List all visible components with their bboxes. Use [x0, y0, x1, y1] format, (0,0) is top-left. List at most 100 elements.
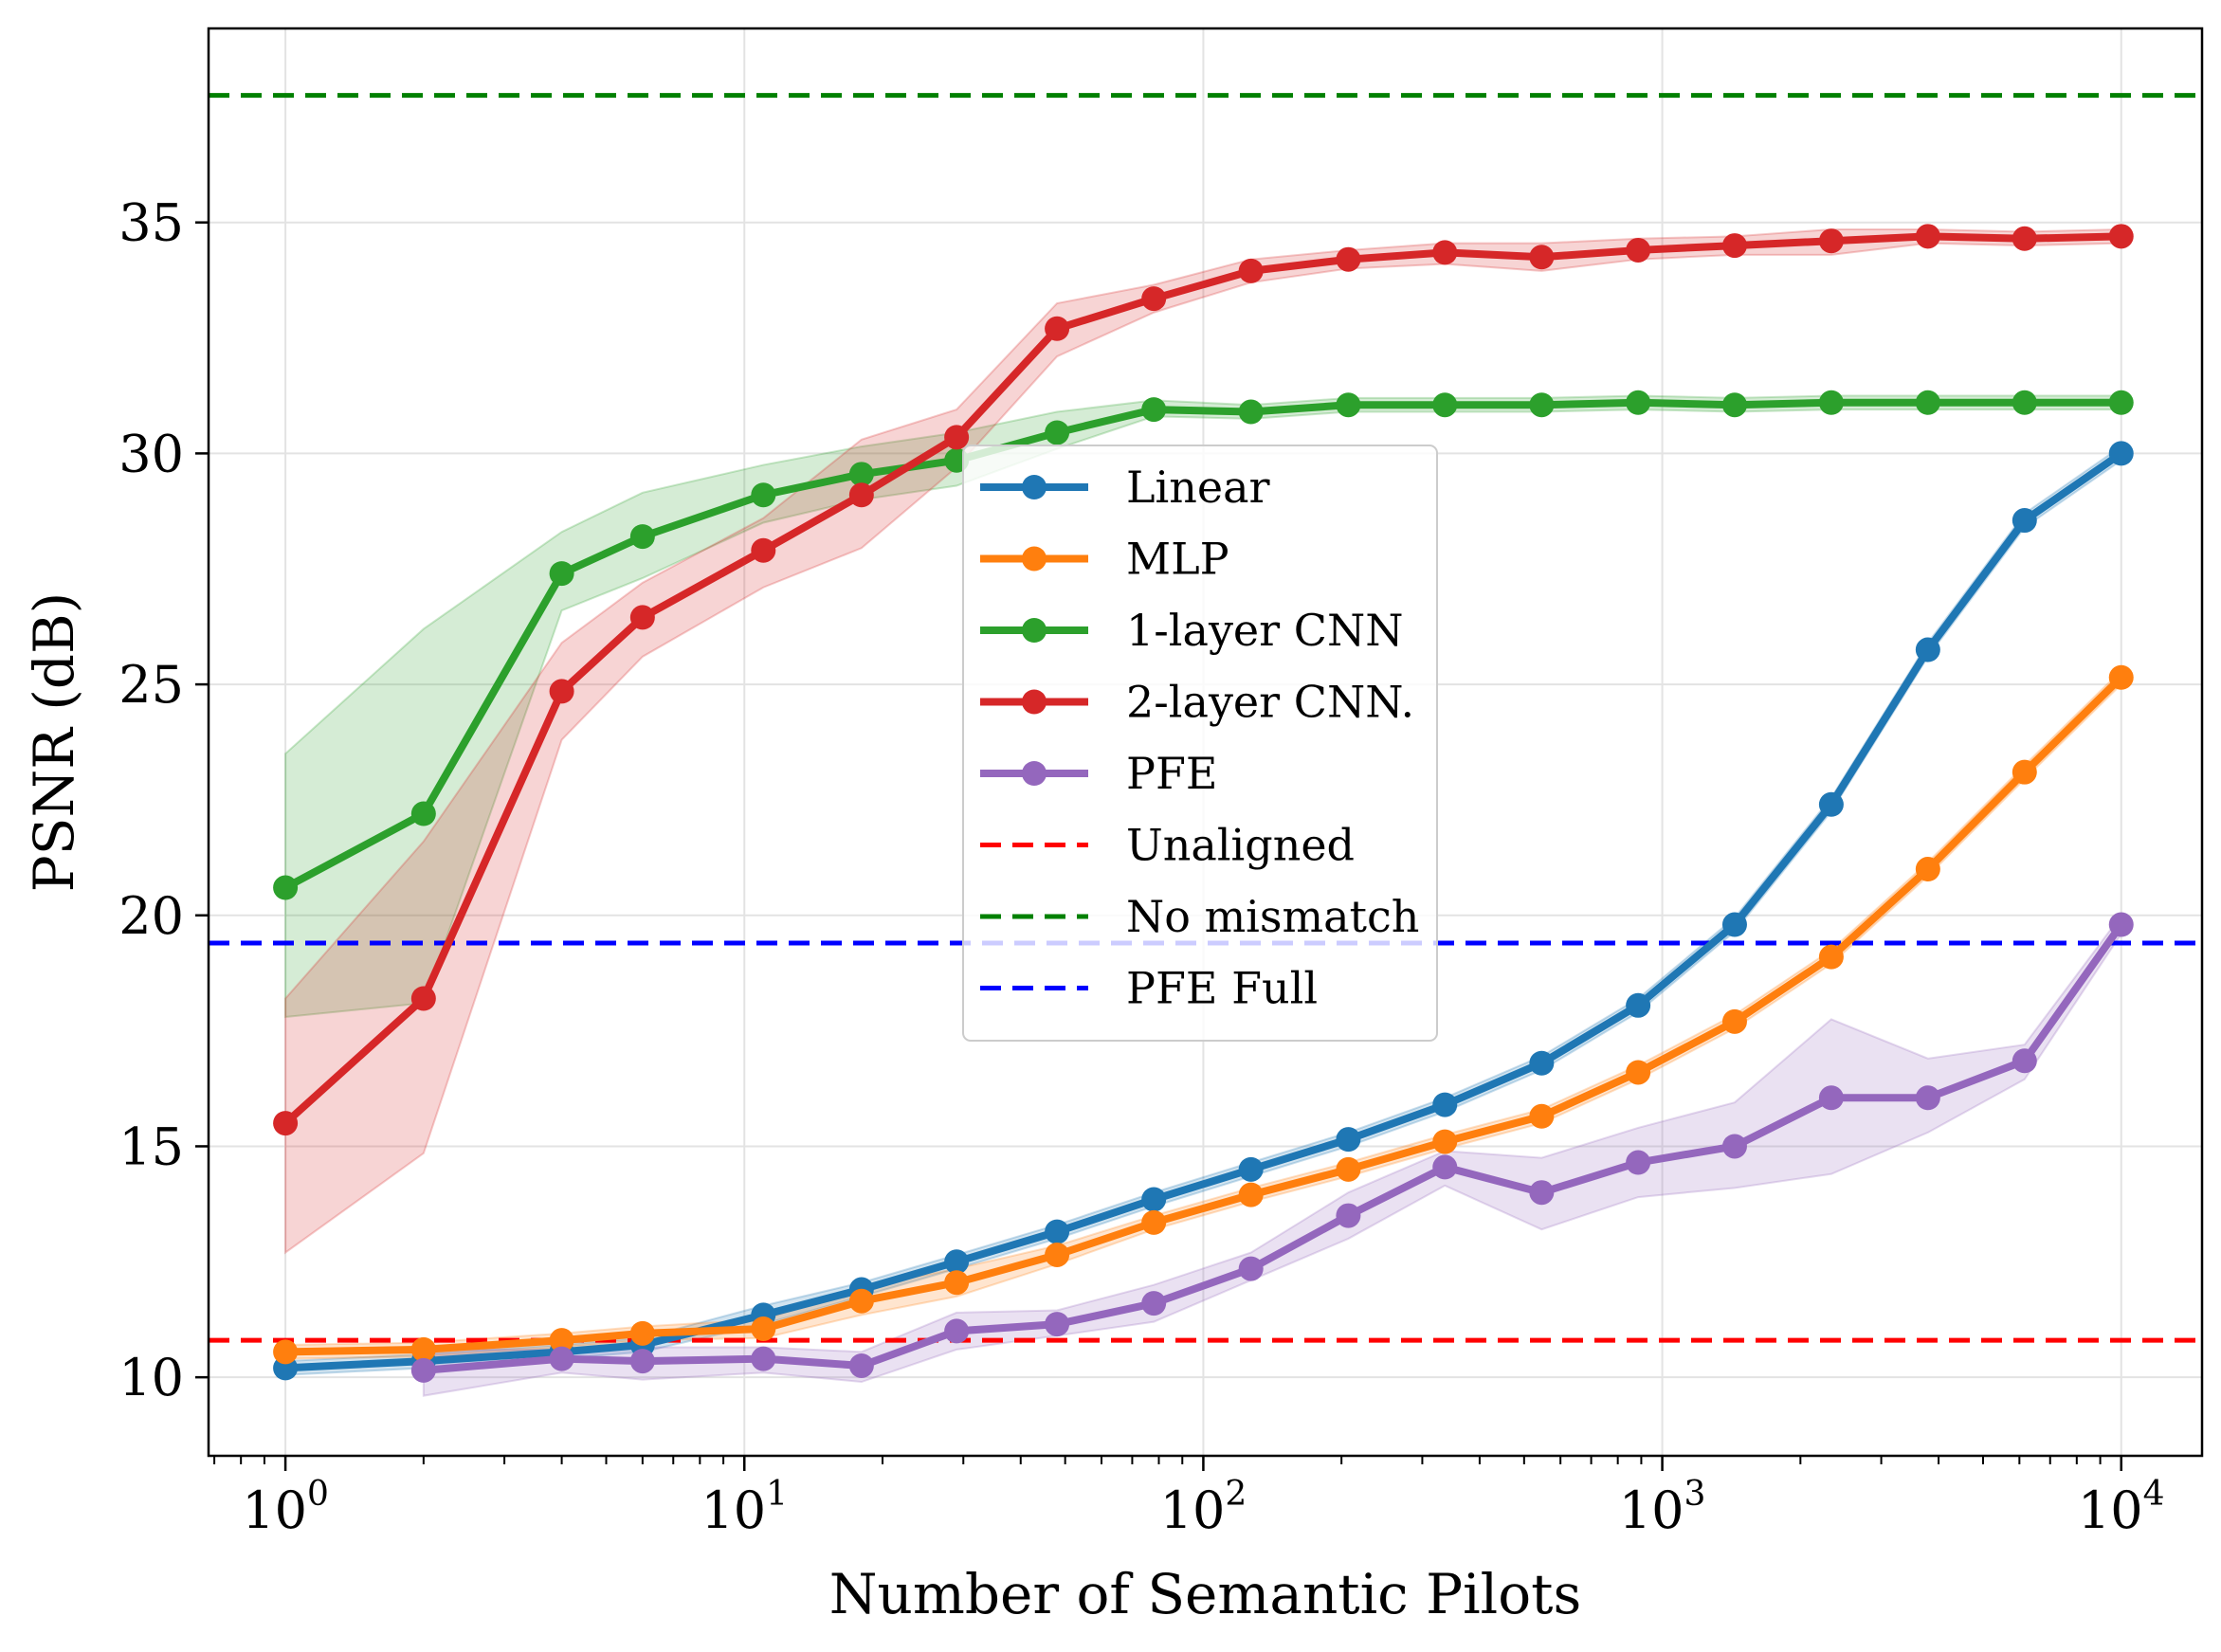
- y-tick-label: 20: [118, 886, 184, 946]
- point-mlp: [2108, 664, 2134, 690]
- x-tick-label: 100: [242, 1475, 329, 1540]
- point-1-layer-cnn: [1238, 399, 1264, 425]
- legend-marker-mlp: [1022, 546, 1047, 572]
- point-pfe: [1818, 1085, 1844, 1111]
- point-2-layer-cnn: [410, 986, 436, 1011]
- point-mlp: [1529, 1103, 1555, 1129]
- point-pfe: [2108, 912, 2134, 937]
- legend-marker-1-layer-cnn: [1022, 618, 1047, 643]
- legend-label-2-layer-cnn: 2-layer CNN.: [1126, 677, 1414, 728]
- point-mlp: [410, 1336, 436, 1362]
- point-pfe: [751, 1346, 776, 1371]
- point-pfe: [1915, 1085, 1940, 1111]
- point-1-layer-cnn: [629, 524, 655, 550]
- series-line-pfe: [423, 922, 2125, 1374]
- legend: Linear MLP 1-layer CNN 2-layer CNN. PFE Unali…: [962, 445, 1438, 1042]
- point-linear: [1141, 1187, 1167, 1212]
- point-mlp: [944, 1270, 970, 1296]
- point-2-layer-cnn: [848, 482, 874, 508]
- y-tick-label: 15: [118, 1116, 184, 1176]
- point-pfe: [1626, 1150, 1651, 1175]
- legend-box: [962, 445, 1438, 1042]
- point-pfe: [1336, 1203, 1361, 1228]
- legend-label-pfe: PFE: [1126, 748, 1217, 799]
- x-axis-label: Number of Semantic Pilots: [829, 1562, 1581, 1626]
- point-2-layer-cnn: [751, 537, 776, 563]
- x-tick-label: 104: [2078, 1475, 2165, 1540]
- point-1-layer-cnn: [273, 875, 299, 900]
- axis-ticks: 10 15 20 25 30 35 100 101 102 103 104: [118, 193, 2164, 1540]
- point-linear: [1529, 1050, 1555, 1076]
- point-pfe: [1529, 1180, 1555, 1206]
- point-1-layer-cnn: [1721, 392, 1747, 418]
- point-linear: [1818, 791, 1844, 817]
- legend-marker-2-layer-cnn: [1022, 689, 1047, 715]
- point-2-layer-cnn: [944, 425, 970, 450]
- point-linear: [1721, 912, 1747, 937]
- point-mlp: [629, 1320, 655, 1346]
- point-2-layer-cnn: [1626, 237, 1651, 263]
- point-mlp: [1432, 1129, 1458, 1154]
- point-2-layer-cnn: [2012, 226, 2037, 251]
- point-pfe: [2012, 1048, 2037, 1074]
- point-1-layer-cnn: [848, 462, 874, 487]
- legend-label-linear: Linear: [1126, 462, 1270, 513]
- point-2-layer-cnn: [1141, 286, 1167, 312]
- point-linear: [1626, 992, 1651, 1018]
- point-pfe: [1238, 1256, 1264, 1281]
- point-1-layer-cnn: [1141, 397, 1167, 423]
- y-tick-label: 25: [118, 655, 184, 715]
- point-linear: [1336, 1127, 1361, 1153]
- point-pfe: [1045, 1312, 1070, 1337]
- point-2-layer-cnn: [1818, 228, 1844, 254]
- y-tick-label: 30: [118, 424, 184, 483]
- point-2-layer-cnn: [629, 605, 655, 630]
- point-mlp: [1626, 1060, 1651, 1085]
- point-mlp: [1238, 1182, 1264, 1207]
- point-2-layer-cnn: [1336, 246, 1361, 272]
- point-pfe: [410, 1357, 436, 1383]
- legend-marker-pfe: [1022, 761, 1047, 786]
- point-2-layer-cnn: [1238, 258, 1264, 283]
- point-1-layer-cnn: [1915, 390, 1940, 415]
- point-1-layer-cnn: [2012, 390, 2037, 415]
- point-mlp: [1141, 1209, 1167, 1235]
- point-2-layer-cnn: [1045, 316, 1070, 341]
- point-mlp: [1915, 857, 1940, 882]
- point-2-layer-cnn: [549, 679, 574, 704]
- point-linear: [2012, 508, 2037, 534]
- point-1-layer-cnn: [2108, 390, 2134, 415]
- point-1-layer-cnn: [410, 801, 436, 826]
- point-mlp: [1045, 1242, 1070, 1267]
- point-mlp: [751, 1316, 776, 1341]
- point-pfe: [549, 1346, 574, 1371]
- legend-label-1-layer-cnn: 1-layer CNN: [1126, 605, 1403, 656]
- y-tick-label: 35: [118, 193, 184, 253]
- point-2-layer-cnn: [2108, 224, 2134, 249]
- point-2-layer-cnn: [1721, 233, 1747, 259]
- point-2-layer-cnn: [1915, 224, 1940, 249]
- point-pfe: [944, 1318, 970, 1344]
- point-pfe: [1721, 1134, 1747, 1159]
- point-linear: [2108, 441, 2134, 466]
- point-pfe: [1141, 1291, 1167, 1316]
- point-1-layer-cnn: [1336, 392, 1361, 418]
- x-tick-label: 102: [1160, 1475, 1247, 1540]
- point-linear: [944, 1249, 970, 1275]
- plot-frame: [207, 27, 2204, 1458]
- point-pfe: [1432, 1154, 1458, 1180]
- point-linear: [1432, 1092, 1458, 1117]
- point-mlp: [1818, 944, 1844, 970]
- legend-label-unaligned: Unaligned: [1126, 820, 1355, 871]
- legend-label-mlp: MLP: [1126, 534, 1229, 585]
- point-mlp: [549, 1328, 574, 1353]
- legend-label-no-mismatch: No mismatch: [1126, 891, 1419, 942]
- point-mlp: [1336, 1156, 1361, 1182]
- point-linear: [1238, 1156, 1264, 1182]
- point-1-layer-cnn: [549, 561, 574, 587]
- point-linear: [1915, 637, 1940, 663]
- point-pfe: [848, 1352, 874, 1378]
- point-linear: [1045, 1219, 1070, 1244]
- point-pfe: [629, 1349, 655, 1374]
